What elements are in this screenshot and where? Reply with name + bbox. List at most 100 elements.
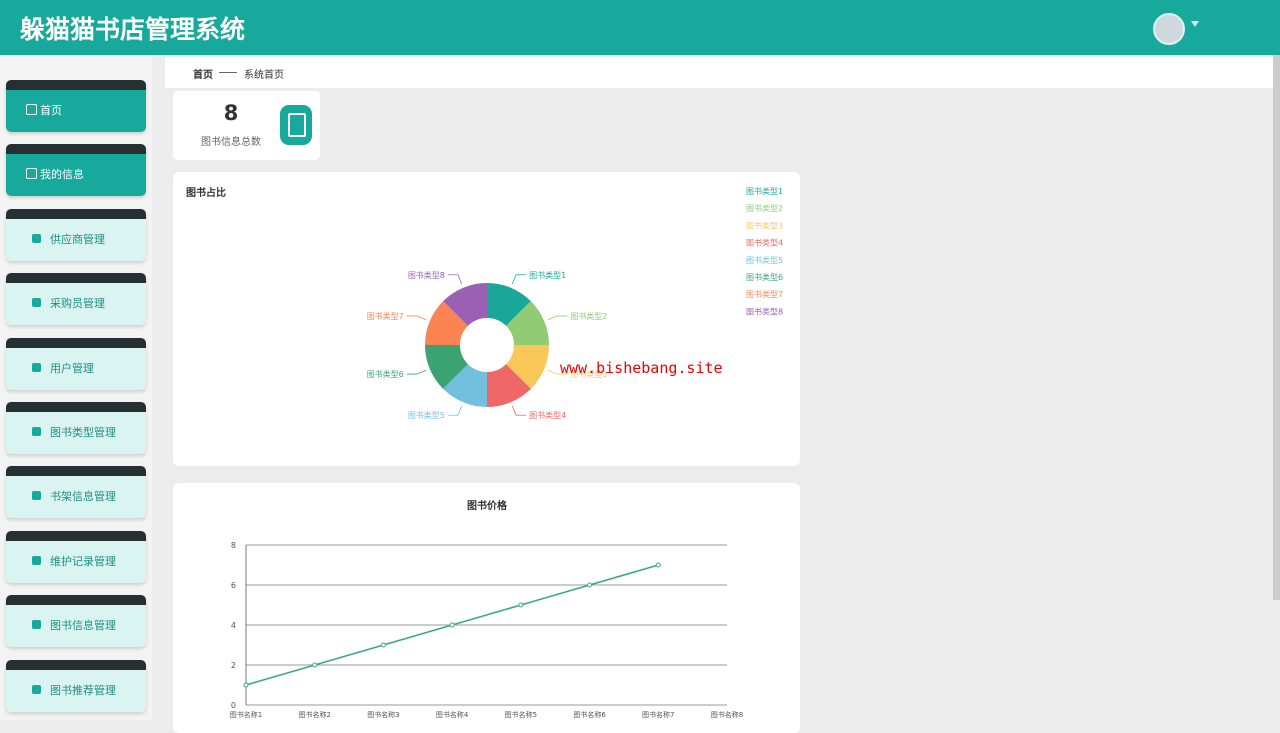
label-line xyxy=(511,405,527,416)
label-line xyxy=(547,369,568,375)
header: 躲猫猫书店管理系统 xyxy=(0,0,1280,55)
pie-slice xyxy=(443,364,487,407)
menu-icon xyxy=(32,555,41,565)
slice-label: 图书类型6 xyxy=(367,369,404,379)
pie-card: 图书占比 图书类型1 图书类型2 图书类型3 图书类型4 图书类型5 图书类型6 图书类型7 图… xyxy=(173,172,800,466)
legend-entry: 图书类型3 xyxy=(746,220,783,230)
app-title: 躲猫猫书店管理系统 xyxy=(20,15,246,44)
menu-item[interactable]: 我的信息 xyxy=(6,144,146,197)
menu-item[interactable]: 维护记录管理 xyxy=(6,530,146,583)
slice-label: 图书类型2 xyxy=(570,311,607,321)
menu-item[interactable]: 首页 xyxy=(6,80,146,132)
menu-icon xyxy=(32,362,41,372)
menu-item[interactable]: 供应商管理 xyxy=(6,208,146,261)
menu-label: 图书信息管理 xyxy=(50,619,116,633)
breadcrumb-home[interactable]: 首页 xyxy=(193,70,213,81)
pie-slice xyxy=(443,283,487,326)
menu-item-body xyxy=(6,154,146,197)
y-tick-label: 4 xyxy=(231,621,236,630)
menu-label: 首页 xyxy=(40,104,62,117)
x-tick-label: 图书名称6 xyxy=(573,710,606,719)
menu-icon xyxy=(32,491,41,501)
pie-slice xyxy=(506,301,549,345)
pie-slice xyxy=(425,345,468,389)
x-tick-label: 图书名称2 xyxy=(298,710,330,719)
menu-item-top xyxy=(6,530,146,541)
menu-item-body xyxy=(6,283,146,326)
menu-item-body xyxy=(6,476,146,519)
legend-entry: 图书类型5 xyxy=(746,255,783,265)
menu-icon xyxy=(32,233,41,243)
menu-item-body xyxy=(6,540,146,583)
pie-slice xyxy=(506,345,549,389)
menu-item[interactable]: 图书信息管理 xyxy=(6,595,146,648)
line-point xyxy=(655,562,661,568)
chart-title: 图书占比 xyxy=(186,186,226,199)
label-line xyxy=(511,274,527,285)
menu-icon xyxy=(32,427,41,436)
menu-item-top xyxy=(6,273,146,284)
pie-slice xyxy=(487,364,531,407)
x-tick-label: 图书名称1 xyxy=(230,710,262,719)
menu-item[interactable]: 用户管理 xyxy=(6,337,146,390)
menu-label: 图书推荐管理 xyxy=(50,683,116,697)
menu-item-top xyxy=(6,659,146,670)
menu-item-top xyxy=(6,402,146,412)
pie-chart: 图书占比图书类型1图书类型2图书类型3图书类型4图书类型5图书类型6图书类型7图… xyxy=(186,186,783,420)
menu-label: 维护记录管理 xyxy=(50,554,116,568)
scrollbar[interactable] xyxy=(1273,55,1280,600)
menu-item-body xyxy=(6,90,146,132)
stat-icon xyxy=(280,105,312,145)
menu-item-body xyxy=(6,669,146,712)
legend-entry: 图书类型6 xyxy=(746,272,783,282)
breadcrumb: 首页 系统首页 xyxy=(165,57,1273,88)
menu-icon xyxy=(26,168,37,180)
x-tick-label: 图书名称3 xyxy=(367,710,399,719)
sidebar: 首页我的信息供应商管理采购员管理用户管理图书类型管理 书架信息管理 维护记录管理 图书… xyxy=(0,55,152,720)
menu-item-top xyxy=(6,80,146,90)
avatar[interactable] xyxy=(1153,13,1185,45)
x-tick-label: 图书名称4 xyxy=(436,710,469,719)
chart-title: 图书价格 xyxy=(467,499,508,512)
legend-entry: 图书类型2 xyxy=(746,203,783,213)
y-tick-label: 0 xyxy=(231,701,236,710)
menu-icon xyxy=(32,298,41,308)
menu-item-body xyxy=(6,412,146,454)
watermark: www.bishebang.site xyxy=(560,359,723,377)
stat-card: 8 图书信息总数 xyxy=(173,91,320,160)
menu-label: 图书类型管理 xyxy=(50,426,116,439)
line-card: 图书价格 0 2 4 6 8 图书名称1 图书名称2 图书名称3 图书名称4 图书名称5 图书名称6 图… xyxy=(173,483,800,733)
user-dropdown[interactable] xyxy=(1191,21,1199,27)
y-tick-label: 2 xyxy=(231,661,236,670)
menu-item-top xyxy=(6,337,146,348)
menu-item-top xyxy=(6,144,146,155)
y-tick-label: 6 xyxy=(231,581,236,590)
menu-item[interactable]: 采购员管理 xyxy=(6,273,146,326)
breadcrumb-separator xyxy=(219,72,237,73)
menu-item-body xyxy=(6,605,146,648)
menu-icon xyxy=(32,684,41,694)
slice-label: 图书类型3 xyxy=(570,369,607,379)
menu-icon xyxy=(32,620,41,630)
line-point xyxy=(587,582,593,588)
menu-item[interactable]: 书架信息管理 xyxy=(6,466,146,519)
menu-label: 我的信息 xyxy=(40,168,84,182)
label-line xyxy=(447,274,463,285)
menu-item-top xyxy=(6,208,146,219)
legend-entry: 图书类型1 xyxy=(746,186,783,196)
x-tick-label: 图书名称5 xyxy=(505,710,537,719)
menu-item[interactable]: 图书推荐管理 xyxy=(6,659,146,712)
menu-label: 用户管理 xyxy=(50,361,94,375)
y-tick-label: 8 xyxy=(231,541,236,550)
menu-label: 书架信息管理 xyxy=(50,490,116,504)
menu-item-top xyxy=(6,595,146,606)
slice-label: 图书类型4 xyxy=(529,410,566,420)
menu-icon xyxy=(26,104,37,115)
breadcrumb-current: 系统首页 xyxy=(244,70,284,81)
menu-item[interactable]: 图书类型管理 xyxy=(6,402,146,454)
stat-value: 8 xyxy=(223,101,239,125)
menu-label: 采购员管理 xyxy=(50,297,105,311)
pie-slice xyxy=(425,301,468,345)
slice-label: 图书类型5 xyxy=(408,410,445,420)
